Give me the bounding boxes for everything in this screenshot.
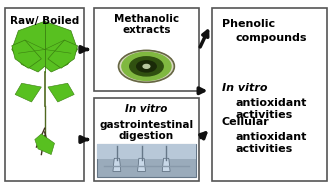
Bar <box>94 8 199 91</box>
Text: antioxidant
activities: antioxidant activities <box>235 132 307 154</box>
Text: Cellular: Cellular <box>222 117 270 127</box>
Polygon shape <box>113 158 121 171</box>
Text: Raw/ Boiled: Raw/ Boiled <box>10 16 79 26</box>
Polygon shape <box>48 40 77 68</box>
Bar <box>94 98 199 181</box>
Circle shape <box>122 52 171 80</box>
Polygon shape <box>48 83 74 102</box>
Bar <box>212 8 327 181</box>
Text: Phenolic: Phenolic <box>222 19 275 29</box>
Text: In vitro: In vitro <box>222 83 267 93</box>
Text: Methanolic
extracts: Methanolic extracts <box>114 14 179 35</box>
Bar <box>97 144 196 159</box>
Polygon shape <box>162 158 170 171</box>
Text: antioxidant
activities: antioxidant activities <box>235 98 307 120</box>
Bar <box>97 144 196 177</box>
Circle shape <box>118 50 174 82</box>
Circle shape <box>130 57 163 76</box>
Text: gastrointestinal
digestion: gastrointestinal digestion <box>99 120 194 141</box>
Polygon shape <box>138 158 145 171</box>
Circle shape <box>137 61 156 72</box>
Polygon shape <box>15 83 41 102</box>
Polygon shape <box>12 21 77 72</box>
Text: In vitro: In vitro <box>125 104 167 114</box>
Polygon shape <box>12 40 41 68</box>
Polygon shape <box>35 134 55 155</box>
Text: compounds: compounds <box>235 33 307 43</box>
Bar <box>5 8 84 181</box>
Circle shape <box>143 64 150 68</box>
